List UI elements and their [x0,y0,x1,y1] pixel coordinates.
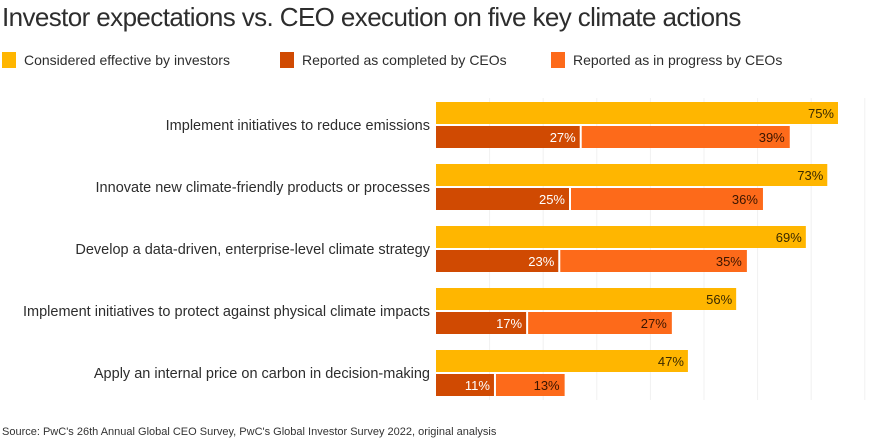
chart-title: Investor expectations vs. CEO execution … [2,2,741,32]
data-label: 17% [496,316,522,331]
data-label: 73% [797,168,823,183]
bar-investors [436,288,737,310]
category-label: Implement initiatives to protect against… [23,304,430,320]
bar-in-progress [581,126,790,148]
bar-in-progress [528,312,672,334]
data-label: 47% [658,354,684,369]
category-label: Apply an internal price on carbon in dec… [94,366,430,382]
data-label: 27% [550,130,576,145]
data-label: 69% [776,230,802,245]
bar-investors [436,164,828,186]
bar-completed [436,188,569,210]
bar-completed [436,374,494,396]
data-label: 27% [641,316,667,331]
legend-item-in-progress: Reported as in progress by CEOs [551,52,782,68]
data-label: 13% [534,378,560,393]
bar-investors [436,226,806,248]
data-label: 75% [808,106,834,121]
bar-investors [436,102,838,124]
legend-item-completed: Reported as completed by CEOs [280,52,507,68]
legend-swatch [2,52,16,68]
data-label: 39% [759,130,785,145]
bar-in-progress [495,374,565,396]
data-label: 36% [732,192,758,207]
legend-label: Reported as completed by CEOs [302,52,507,68]
data-label: 35% [716,254,742,269]
source-note: Source: PwC's 26th Annual Global CEO Sur… [2,426,497,438]
bar-completed [436,250,559,272]
category-label: Develop a data-driven, enterprise-level … [75,242,430,258]
data-label: 25% [539,192,565,207]
category-label: Innovate new climate-friendly products o… [96,180,430,196]
legend-label: Reported as in progress by CEOs [573,52,783,68]
bar-completed [436,312,527,334]
bar-investors [436,350,688,372]
bar-in-progress [571,188,763,210]
legend-swatch [551,52,565,68]
bar-completed [436,126,580,148]
legend-swatch [280,52,294,68]
data-label: 23% [528,254,554,269]
legend-item-investors: Considered effective by investors [2,52,230,68]
bar-in-progress [560,250,747,272]
category-label: Implement initiatives to reduce emission… [166,118,430,134]
data-label: 56% [706,292,732,307]
data-label: 11% [465,378,490,393]
legend-label: Considered effective by investors [24,52,230,68]
